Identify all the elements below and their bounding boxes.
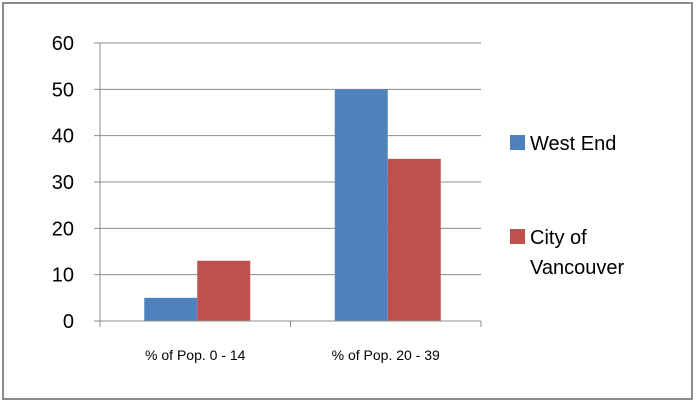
legend: West End City of Vancouver xyxy=(510,133,624,279)
y-tick-label: 10 xyxy=(52,265,74,287)
legend-swatch xyxy=(510,229,525,244)
bar-west-end-0 xyxy=(144,297,198,321)
axis-labels: 0 10 20 30 40 50 60 % of Pop. 0 - 14 % of Pop. 2… xyxy=(52,33,440,363)
legend-label: West End xyxy=(530,133,616,155)
bars xyxy=(144,89,441,321)
bar-city-of-vancouver-1 xyxy=(387,158,441,321)
legend-swatch xyxy=(510,135,525,150)
y-tick-label: 60 xyxy=(52,33,74,55)
x-category-label: % of Pop. 0 - 14 xyxy=(145,347,246,363)
y-tick-label: 50 xyxy=(52,79,74,101)
y-tick-label: 0 xyxy=(63,311,74,333)
axes xyxy=(94,42,482,327)
legend-label: City of xyxy=(530,227,587,249)
x-category-label: % of Pop. 20 - 39 xyxy=(332,347,440,363)
bar-west-end-1 xyxy=(334,89,388,321)
y-tick-label: 20 xyxy=(52,218,74,240)
y-tick-label: 40 xyxy=(52,126,74,148)
bar-city-of-vancouver-0 xyxy=(197,260,251,321)
legend-label: Vancouver xyxy=(530,257,624,279)
y-tick-label: 30 xyxy=(52,172,74,194)
